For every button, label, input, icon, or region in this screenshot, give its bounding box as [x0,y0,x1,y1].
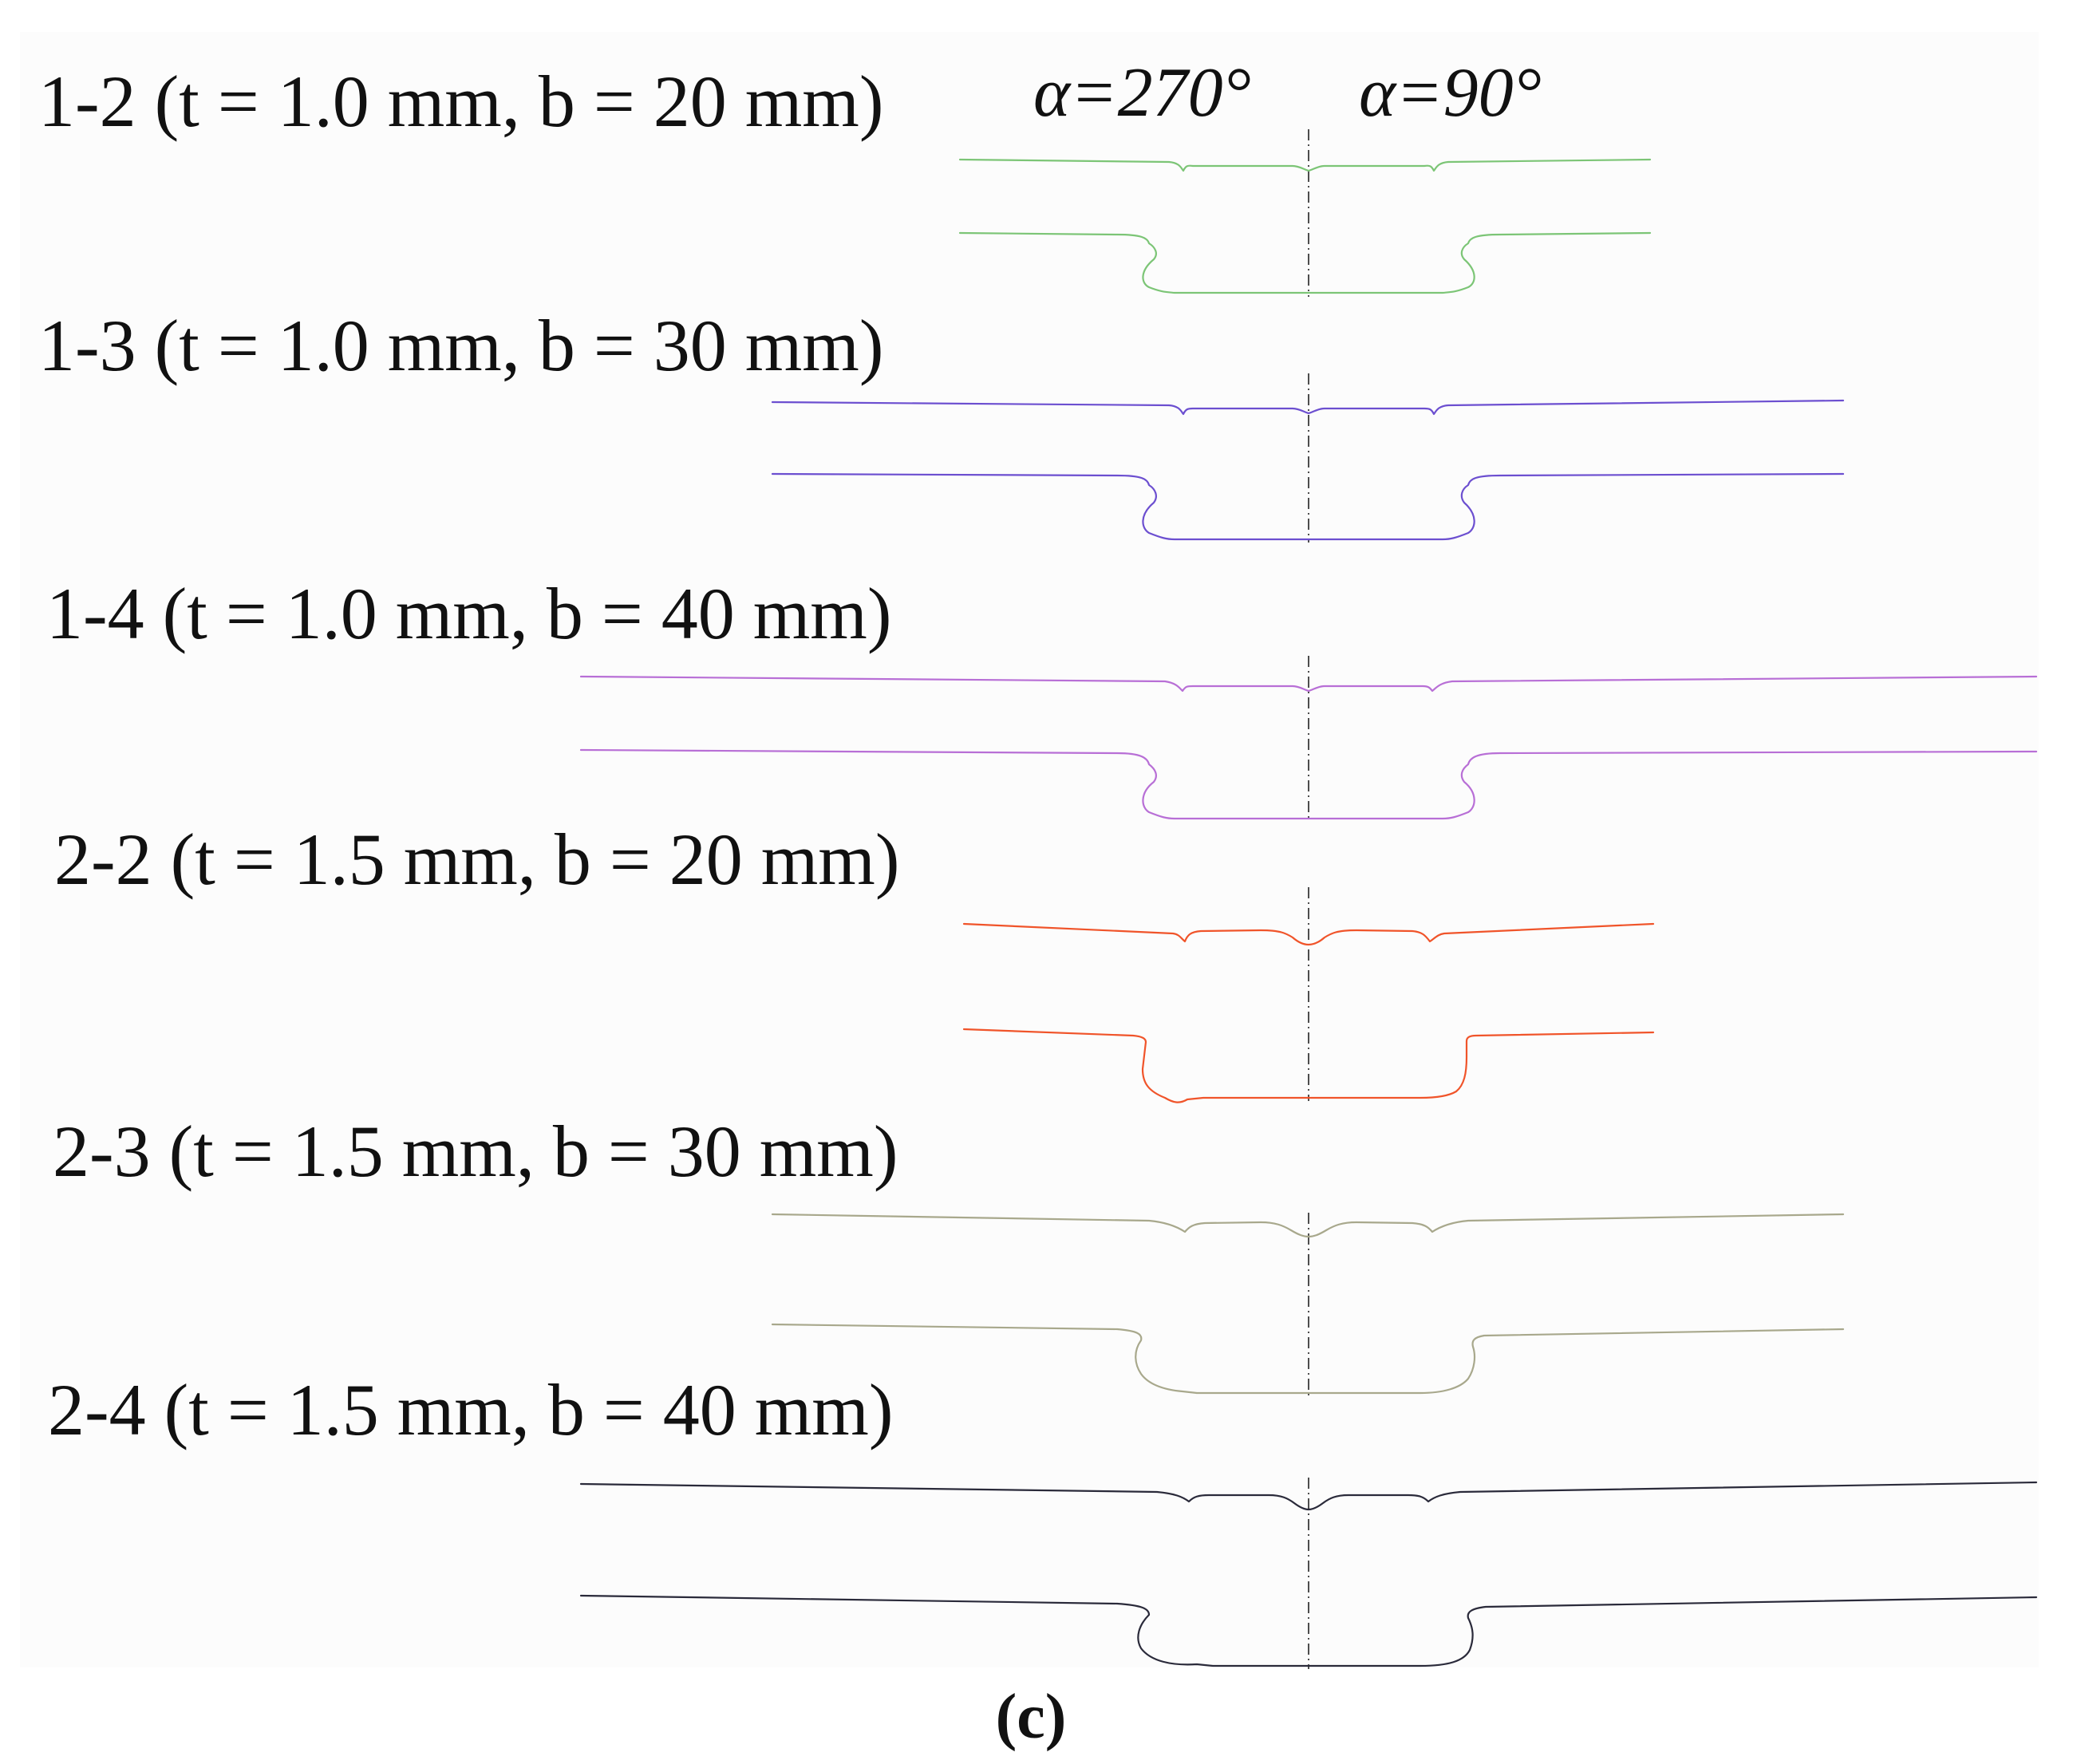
outer-profile [579,1481,2038,1511]
specimen-label: 1-4 (t = 1.0 mm, b = 40 mm) [46,573,891,654]
inner-profile [579,1594,2038,1667]
inner-profile [579,748,2038,820]
outer-profile [771,399,1845,416]
specimen-2-3: 2-3 (t = 1.5 mm, b = 30 mm) [53,1111,1845,1398]
specimen-2-4: 2-4 (t = 1.5 mm, b = 40 mm) [48,1369,2038,1669]
specimen-1-3: 1-3 (t = 1.0 mm, b = 30 mm) [38,305,1845,543]
specimen-1-2: 1-2 (t = 1.0 mm, b = 20 mm) [38,61,1652,297]
figure-panel [20,32,2039,1667]
inner-profile [771,1323,1845,1395]
outer-profile [771,1213,1845,1238]
specimen-label: 1-3 (t = 1.0 mm, b = 30 mm) [38,305,883,386]
inner-profile [771,472,1845,541]
angle-label-90: α=90° [1359,54,1542,132]
outer-profile [579,675,2038,693]
specimen-label: 2-2 (t = 1.5 mm, b = 20 mm) [54,819,899,900]
specimen-label: 2-4 (t = 1.5 mm, b = 40 mm) [48,1369,893,1450]
angle-label-270: α=270° [1033,54,1251,132]
specimen-label: 1-2 (t = 1.0 mm, b = 20 mm) [38,61,883,142]
subfigure-label: (c) [996,1682,1067,1752]
inner-profile [962,1028,1655,1103]
inner-profile [958,231,1652,294]
outer-profile [958,158,1652,172]
specimen-label: 2-3 (t = 1.5 mm, b = 30 mm) [53,1111,898,1192]
specimen-2-2: 2-2 (t = 1.5 mm, b = 20 mm) [54,819,1655,1103]
specimen-1-4: 1-4 (t = 1.0 mm, b = 40 mm) [46,573,2038,820]
outer-profile [962,922,1655,946]
